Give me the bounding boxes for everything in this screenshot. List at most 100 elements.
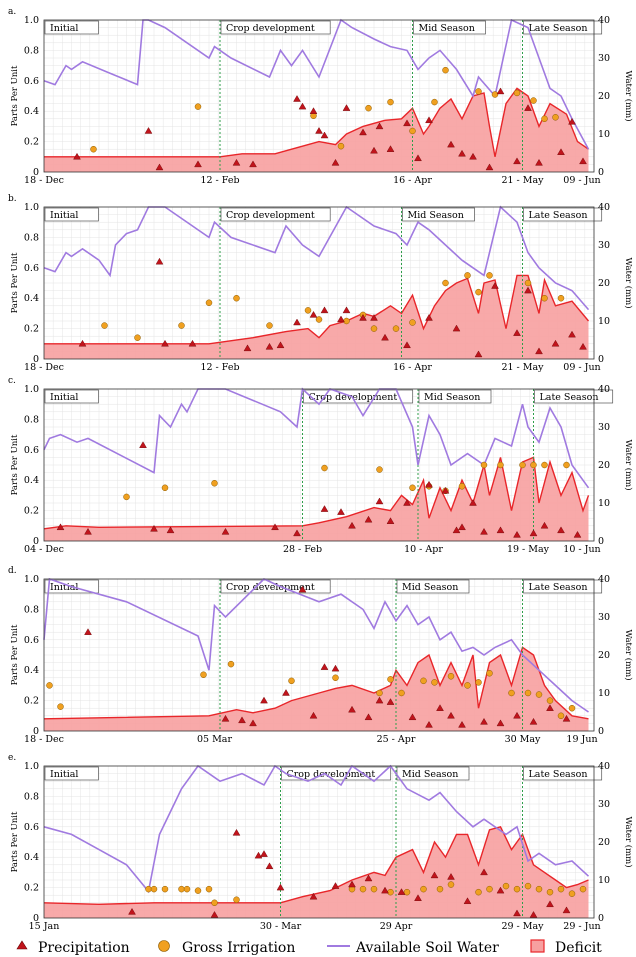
irrigation-point [233,294,240,302]
stage-label: Mid Season [408,210,464,221]
stage-label-box [396,579,470,594]
stage-label: Initial [50,23,78,34]
precipitation-point [84,628,92,635]
precipitation-point [425,480,433,488]
plot-frame [43,388,595,542]
x-tick-label: 12 - Feb [200,362,239,373]
legend-irrigation-marker [158,940,170,952]
precipitation-point [210,911,219,918]
precipitation-point [342,104,351,111]
y-tick-left: 0.8 [24,791,39,802]
stage-label-box [220,20,331,35]
y-tick-right: 0 [598,913,604,924]
y-tick-left: 0.6 [24,635,39,646]
precipitation-point [348,705,356,713]
precipitation-point [342,306,351,314]
y-tick-right: 20 [598,278,610,289]
plot-frame [43,765,595,919]
irrigation-point [557,712,565,720]
precipitation-point [458,149,466,157]
precipitation-point [337,315,345,323]
x-tick-label: 29 Apr [380,921,413,932]
irrigation-point [497,461,504,469]
asw-line [43,387,590,489]
irrigation-point [161,484,169,492]
stage-label: Mid Season [419,23,475,34]
precipitation-point [78,339,87,347]
precipitation-point [524,286,532,294]
irrigation-point [431,98,438,106]
precipitation-point [491,282,499,289]
precipitation-point [441,486,450,494]
x-tick-label: 21 - May [501,362,544,373]
irrigation-point [557,885,565,893]
irrigation-point [447,881,455,888]
precipitation-point [458,523,466,531]
stage-label: Late Season [540,392,599,403]
irrigation-point [46,682,53,689]
panel-letter: e. [8,753,16,763]
x-tick-label: 15 Jan [29,921,60,932]
y-tick-left: 0 [33,167,39,178]
precipitation-point [513,711,521,719]
y-tick-right: 40 [598,761,610,772]
irrigation-point [211,479,218,487]
precipitation-point [331,882,340,889]
irrigation-point [486,669,493,677]
precipitation-point [293,529,301,537]
y-tick-left: 0.2 [24,137,39,148]
x-tick-label: 09 - Jun [563,175,600,186]
precipitation-point [155,257,164,265]
precipitation-point [150,524,158,532]
panel-letter: d. [8,566,17,576]
irrigation-point [343,317,350,325]
precipitation-point [232,828,241,836]
precipitation-point [238,716,246,724]
panels-group: a. Initial Crop development Mid Season Late … [8,7,634,932]
irrigation-point [491,91,499,98]
panel-d: d. Initial Crop development Mid Season Late … [8,566,634,745]
y-tick-left: 0.6 [24,76,39,87]
precipitation-point [320,505,329,512]
precipitation-point [458,721,466,728]
irrigation-point [194,887,202,894]
precipitation-point [403,119,411,127]
asw-line [43,764,590,894]
irrigation-point [541,461,548,469]
precipitation-point [562,714,571,722]
x-tick-label: 30 May [505,734,541,745]
irrigation-point [524,279,532,287]
irrigation-point [447,673,455,680]
y-tick-left: 1.0 [24,761,39,772]
panel-b: b. Initial Crop development Mid Season Late … [8,194,634,373]
y-tick-left: 0.4 [24,293,39,304]
precipitation-point [403,499,411,506]
precipitation-point [480,527,488,535]
irrigation-point [194,103,202,110]
precipitation-point [155,163,164,171]
precipitation-point [276,341,285,349]
irrigation-point [436,885,444,893]
precipitation-point [496,526,505,534]
irrigation-point [370,325,378,332]
precipitation-point [375,696,384,704]
stage-label: Crop development [226,582,315,593]
irrigation-point [123,493,130,501]
stage-label: Initial [50,210,78,221]
legend-deficit-swatch [530,939,545,953]
precipitation-point [265,862,274,870]
precipitation-point [375,122,384,130]
y-tick-left: 0.4 [24,852,39,863]
precipitation-point [194,160,202,168]
irrigation-point [227,660,235,668]
y-tick-right: 40 [598,384,610,395]
y-tick-right: 20 [598,91,610,102]
y-tick-right: 10 [598,688,610,699]
stage-label: Mid Season [402,769,458,780]
x-tick-label: 29 - May [501,921,544,932]
x-tick-label: 18 - Dec [24,734,64,745]
y-tick-right: 20 [598,650,610,661]
precipitation-point [188,339,197,347]
precipitation-point [370,314,378,321]
precipitation-point [337,508,345,515]
